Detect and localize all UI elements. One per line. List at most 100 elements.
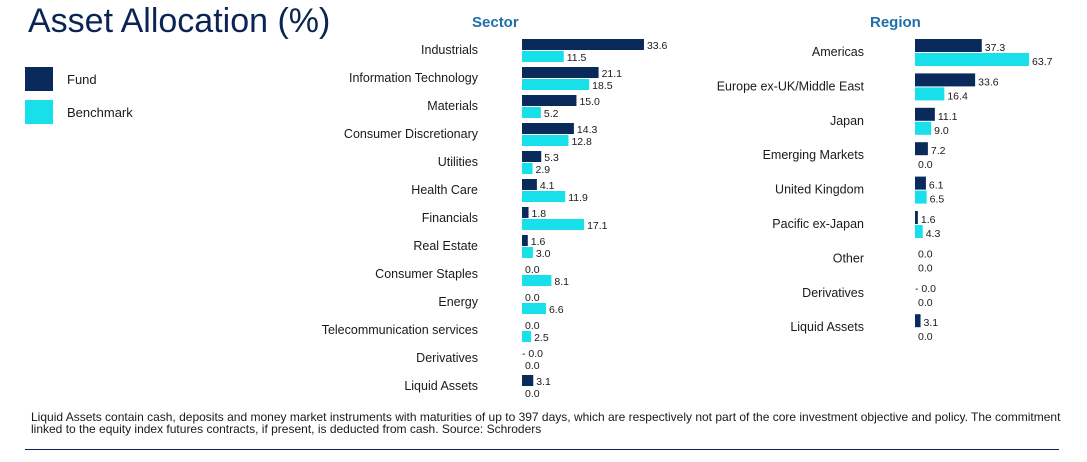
sector-category-label-health-care: Health Care <box>411 183 478 197</box>
sector-value-label-fund-utilities: 5.3 <box>544 152 559 164</box>
region-value-label-fund-pacific-ex-japan: 1.6 <box>921 214 936 226</box>
sector-bar-fund-financials <box>522 207 529 218</box>
sector-value-label-benchmark-industrials: 11.5 <box>567 52 587 64</box>
sector-category-label-derivatives: Derivatives <box>416 351 478 365</box>
region-category-label-americas: Americas <box>812 45 864 59</box>
legend-label-benchmark: Benchmark <box>67 104 133 120</box>
region-value-label-benchmark-other: 0.0 <box>918 262 933 274</box>
sector-bar-fund-real-estate <box>522 235 528 246</box>
region-value-label-benchmark-americas: 63.7 <box>1032 56 1053 68</box>
sector-category-label-liquid-assets: Liquid Assets <box>404 379 478 393</box>
sector-value-label-benchmark-real-estate: 3.0 <box>536 248 551 260</box>
region-bar-fund-pacific-ex-japan <box>915 211 918 224</box>
region-category-label-emerging-markets: Emerging Markets <box>763 148 864 162</box>
region-category-label-derivatives: Derivatives <box>802 286 864 300</box>
region-value-label-fund-other: 0.0 <box>918 248 933 260</box>
sector-value-label-fund-consumer-staples: 0.0 <box>525 264 540 276</box>
sector-value-label-fund-information-technology: 21.1 <box>602 68 623 80</box>
region-chart: Americas 37.3 63.7 Europe ex-UK/Middle East… <box>717 39 1053 343</box>
region-category-label-europe-ex-uk-middle-east: Europe ex-UK/Middle East <box>717 79 865 93</box>
sector-value-label-benchmark-information-technology: 18.5 <box>592 80 613 92</box>
region-value-label-fund-derivatives: - 0.0 <box>915 283 936 295</box>
region-bar-benchmark-japan <box>915 121 932 135</box>
sector-chart-title: Sector <box>472 14 519 31</box>
region-value-label-fund-emerging-markets: 7.2 <box>931 145 946 157</box>
sector-category-label-consumer-staples: Consumer Staples <box>375 267 478 281</box>
sector-bar-benchmark-industrials <box>522 51 564 62</box>
sector-category-label-telecommunication-services: Telecommunication services <box>322 323 478 337</box>
legend-item-fund: Fund <box>25 67 97 91</box>
sector-value-label-fund-derivatives: - 0.0 <box>522 348 543 360</box>
region-value-label-benchmark-emerging-markets: 0.0 <box>918 159 933 171</box>
sector-category-label-utilities: Utilities <box>438 155 478 169</box>
sector-value-label-benchmark-utilities: 2.9 <box>536 164 551 176</box>
legend-label-fund: Fund <box>67 71 97 87</box>
region-bar-benchmark-americas <box>915 53 1030 66</box>
sector-value-label-fund-energy: 0.0 <box>525 292 540 304</box>
sector-value-label-fund-financials: 1.8 <box>532 208 547 220</box>
region-bar-benchmark-pacific-ex-japan <box>915 225 923 238</box>
region-category-label-liquid-assets: Liquid Assets <box>790 320 864 334</box>
region-bar-fund-americas <box>915 39 982 52</box>
sector-bar-benchmark-materials <box>522 107 541 118</box>
sector-value-label-benchmark-consumer-staples: 8.1 <box>554 276 569 288</box>
sector-value-label-fund-health-care: 4.1 <box>540 180 555 192</box>
sector-bar-fund-information-technology <box>522 67 599 78</box>
sector-value-label-fund-liquid-assets: 3.1 <box>536 376 551 388</box>
region-value-label-benchmark-united-kingdom: 6.5 <box>930 194 945 206</box>
sector-bar-fund-industrials <box>522 39 644 50</box>
sector-bar-benchmark-health-care <box>522 191 566 202</box>
sector-bar-benchmark-real-estate <box>522 247 533 258</box>
legend-item-benchmark: Benchmark <box>25 100 133 124</box>
sector-value-label-fund-telecommunication-services: 0.0 <box>525 320 540 332</box>
region-bar-benchmark-europe-ex-uk-middle-east <box>915 87 945 101</box>
region-value-label-benchmark-liquid-assets: 0.0 <box>918 331 933 343</box>
sector-value-label-benchmark-consumer-discretionary: 12.8 <box>571 136 592 148</box>
region-bar-fund-emerging-markets <box>915 142 928 156</box>
region-value-label-fund-americas: 37.3 <box>985 42 1006 54</box>
region-value-label-benchmark-japan: 9.0 <box>934 125 949 137</box>
sector-bar-fund-consumer-discretionary <box>522 123 574 134</box>
sector-value-label-benchmark-telecommunication-services: 2.5 <box>534 332 549 344</box>
sector-value-label-fund-real-estate: 1.6 <box>531 236 546 248</box>
page-title: Asset Allocation (%) <box>28 2 331 40</box>
region-chart-title: Region <box>870 14 921 31</box>
sector-bar-fund-liquid-assets <box>522 375 534 386</box>
footer-divider <box>25 449 1059 450</box>
sector-bar-benchmark-consumer-staples <box>522 275 552 286</box>
sector-value-label-benchmark-materials: 5.2 <box>544 108 559 120</box>
region-bar-benchmark-united-kingdom <box>915 190 927 204</box>
sector-bar-fund-materials <box>522 95 577 106</box>
sector-bar-benchmark-financials <box>522 219 585 230</box>
region-category-label-united-kingdom: United Kingdom <box>775 183 864 197</box>
sector-category-label-financials: Financials <box>422 211 478 225</box>
sector-chart: Industrials 33.6 11.5 Information Technolog… <box>322 39 668 400</box>
sector-value-label-fund-materials: 15.0 <box>579 96 600 108</box>
region-bar-fund-japan <box>915 107 935 121</box>
sector-bar-benchmark-telecommunication-services <box>522 331 532 342</box>
sector-bar-benchmark-utilities <box>522 163 533 174</box>
footnote: Liquid Assets contain cash, deposits and… <box>31 410 1061 436</box>
sector-bar-benchmark-energy <box>522 303 546 314</box>
region-category-label-other: Other <box>833 251 864 265</box>
sector-category-label-consumer-discretionary: Consumer Discretionary <box>344 127 479 141</box>
region-value-label-fund-japan: 11.1 <box>938 111 958 123</box>
sector-value-label-benchmark-energy: 6.6 <box>549 304 564 316</box>
region-value-label-fund-liquid-assets: 3.1 <box>924 317 939 329</box>
sector-value-label-fund-industrials: 33.6 <box>647 40 668 52</box>
sector-category-label-information-technology: Information Technology <box>349 71 479 85</box>
sector-value-label-fund-consumer-discretionary: 14.3 <box>577 124 598 136</box>
region-category-label-japan: Japan <box>830 114 864 128</box>
legend-swatch-benchmark <box>25 100 53 124</box>
region-bar-fund-liquid-assets <box>915 314 921 328</box>
sector-category-label-materials: Materials <box>427 99 478 113</box>
sector-bar-benchmark-information-technology <box>522 79 590 90</box>
sector-bar-fund-health-care <box>522 179 537 190</box>
sector-value-label-benchmark-financials: 17.1 <box>587 220 608 232</box>
region-value-label-benchmark-derivatives: 0.0 <box>918 297 933 309</box>
legend-swatch-fund <box>25 67 53 91</box>
region-value-label-benchmark-europe-ex-uk-middle-east: 16.4 <box>947 90 968 102</box>
sector-bar-benchmark-consumer-discretionary <box>522 135 569 146</box>
region-category-label-pacific-ex-japan: Pacific ex-Japan <box>772 217 864 231</box>
